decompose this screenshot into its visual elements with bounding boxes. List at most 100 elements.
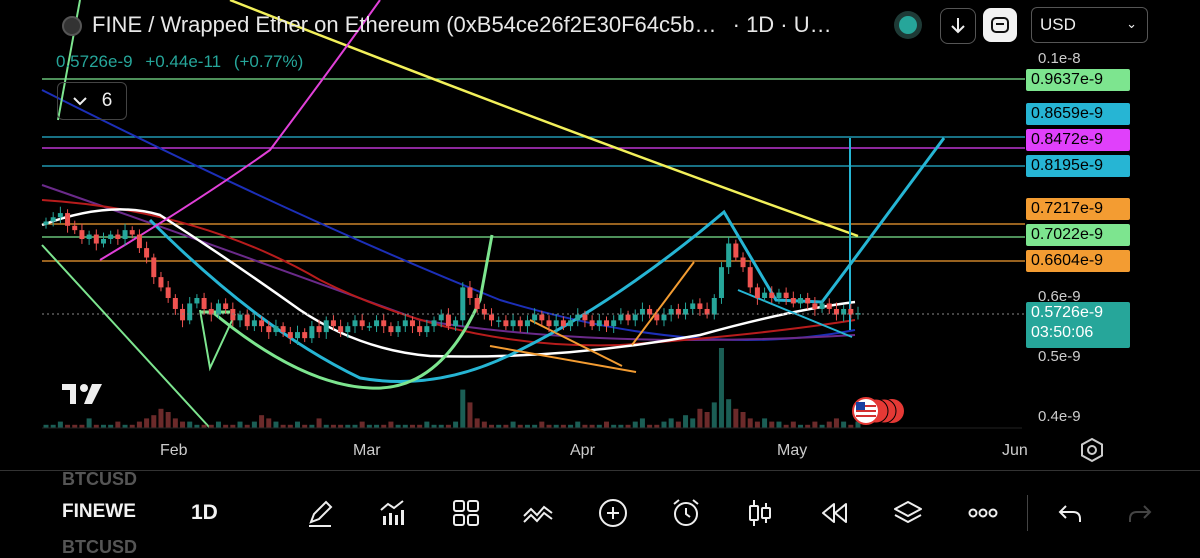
us-flag-events-icon[interactable] [850, 396, 906, 426]
draw-button[interactable] [300, 495, 340, 531]
candle-body [510, 320, 516, 327]
price-tag-level: 0.7022e-9 [1026, 224, 1130, 246]
candle-body [409, 320, 415, 327]
candle-body [345, 326, 351, 333]
orange-breakout-line [631, 261, 695, 346]
pencil-icon [309, 500, 333, 527]
volume-bar [711, 402, 717, 428]
candle-body [747, 267, 753, 288]
volume-bar [330, 424, 336, 428]
alerts-button[interactable] [666, 495, 706, 531]
price-tag-text: 0.8472e-9 [1031, 131, 1104, 148]
symbol-title[interactable]: FINE / Wrapped Ether on Ethereum (0xB54c… [92, 12, 717, 37]
price-summary: 0.5726e-9 +0.44e-11 (+0.77%) [56, 52, 311, 72]
candle-body [754, 287, 760, 298]
chart-type-button[interactable] [740, 495, 780, 531]
add-button[interactable] [593, 495, 633, 531]
volume-bar [93, 424, 99, 428]
candle-body [215, 303, 221, 315]
layers-icon [894, 501, 922, 523]
candle-body [388, 326, 394, 333]
indicators-button[interactable] [372, 495, 412, 531]
currency-select[interactable]: USD ⌄ [1031, 7, 1148, 43]
volume-bar [503, 424, 509, 428]
candle-body [524, 320, 530, 327]
x-tick-label: Jun [1002, 442, 1028, 459]
candle-body [237, 314, 243, 321]
volume-bar [194, 424, 200, 428]
redo-button[interactable] [1120, 495, 1160, 531]
orange-lower-trendline [489, 345, 637, 373]
candle-body [187, 303, 193, 321]
candle-body [496, 320, 502, 322]
volume-bar [654, 424, 660, 428]
layouts-button[interactable] [446, 495, 486, 531]
candle-body [273, 326, 279, 333]
download-button[interactable] [940, 8, 976, 44]
volume-bar [496, 424, 502, 428]
candle-body [151, 257, 157, 278]
volume-bar [819, 424, 825, 428]
volume-bar [244, 424, 250, 428]
volume-bar [259, 415, 265, 428]
undo-button[interactable] [1050, 495, 1090, 531]
green-trendline [41, 244, 211, 429]
volume-bar [266, 418, 272, 428]
volume-bar [798, 424, 804, 428]
candle-body [661, 314, 667, 321]
volume-bar [553, 424, 559, 428]
interval-suffix[interactable]: · 1D · U… [732, 12, 832, 37]
candle-body [122, 230, 128, 239]
more-button[interactable] [963, 495, 1003, 531]
x-tick-label: Feb [160, 442, 188, 459]
symbol-list-item-active[interactable]: FINEWE [62, 501, 136, 522]
compare-symbols-button[interactable] [519, 495, 559, 531]
replay-button[interactable] [814, 495, 854, 531]
volume-bar [208, 424, 214, 428]
compare-button[interactable] [983, 8, 1017, 42]
candle-body [115, 234, 121, 239]
live-indicator-icon[interactable] [899, 16, 917, 34]
volume-bar [201, 424, 207, 428]
candle-body [287, 332, 293, 339]
price-tag-text: 0.7217e-9 [1031, 200, 1104, 217]
candle-body [553, 320, 559, 327]
timeframe-button[interactable]: 1D [191, 501, 218, 524]
chart-title[interactable]: FINE / Wrapped Ether on Ethereum (0xB54c… [92, 12, 832, 38]
volume-bar [675, 421, 681, 428]
candle-body [460, 287, 466, 321]
candle-body [453, 320, 459, 327]
candle-body [532, 314, 538, 321]
volume-bars [43, 348, 861, 428]
indicators-toggle-button[interactable]: 6 [57, 82, 127, 120]
axis-settings-icon[interactable] [1078, 436, 1106, 464]
volume-bar [172, 418, 178, 428]
candle-body [625, 314, 631, 321]
volume-bar [474, 418, 480, 428]
candle-body [776, 292, 782, 298]
volume-bar [129, 424, 135, 428]
candle-body [100, 239, 106, 244]
candle-body [654, 314, 660, 321]
volume-bar [230, 424, 236, 428]
x-tick-label: Mar [353, 442, 381, 459]
candle-body [424, 326, 430, 333]
volume-bar [754, 421, 760, 428]
volume-bar [43, 424, 49, 428]
objects-tree-button[interactable] [888, 495, 928, 531]
volume-bar [359, 421, 365, 428]
x-tick-label: Apr [570, 442, 595, 459]
volume-bar [409, 424, 415, 428]
candle-body [366, 326, 372, 328]
volume-bar [374, 424, 380, 428]
alarm-clock-icon [673, 499, 699, 526]
symbol-list-item[interactable]: BTCUSD [62, 469, 137, 489]
chevron-down-icon [72, 97, 87, 106]
green-spike [199, 309, 236, 372]
symbol-list-item[interactable]: BTCUSD [62, 537, 137, 557]
volume-bar [79, 424, 85, 428]
volume-bar [388, 421, 394, 428]
candle-body [798, 298, 804, 304]
volume-bar [65, 424, 71, 428]
